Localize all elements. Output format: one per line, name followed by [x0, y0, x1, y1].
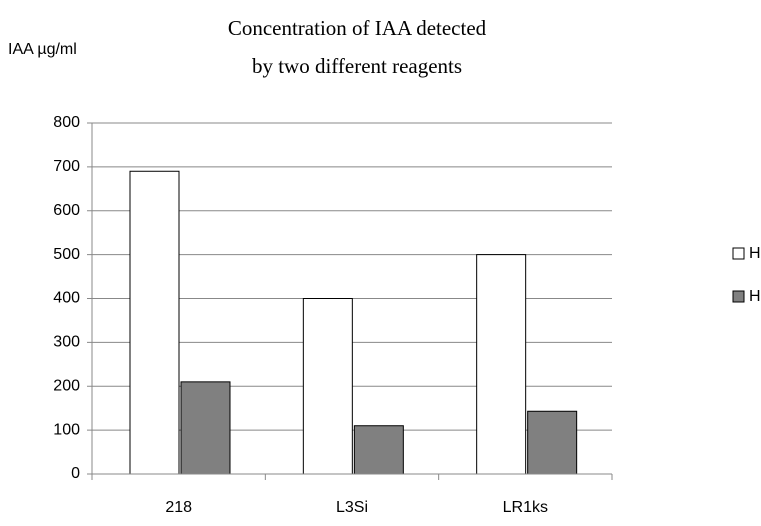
- legend-label: H2SO4: [749, 245, 761, 262]
- x-tick-label: 218: [165, 499, 192, 516]
- y-tick-label: 300: [53, 334, 80, 351]
- chart-subtitle: by two different reagents: [252, 54, 462, 78]
- legend-swatch: [732, 290, 745, 303]
- y-tick-label: 100: [53, 421, 80, 438]
- bar: [180, 381, 231, 475]
- chart-title: Concentration of IAA detected: [228, 16, 487, 40]
- bar: [353, 425, 404, 475]
- y-axis-label: IAA µg/ml: [8, 41, 77, 58]
- y-tick-label: 800: [53, 114, 80, 131]
- y-tick-label: 600: [53, 202, 80, 219]
- legend-swatch: [732, 247, 745, 260]
- legend-label: HClO4: [749, 288, 761, 305]
- bar: [476, 254, 527, 475]
- x-tick-label: LR1ks: [503, 499, 548, 516]
- y-tick-label: 200: [53, 377, 80, 394]
- y-tick-label: 400: [53, 290, 80, 307]
- y-tick-label: 0: [71, 465, 80, 482]
- y-tick-label: 500: [53, 246, 80, 263]
- y-tick-label: 700: [53, 158, 80, 175]
- x-tick-label: L3Si: [336, 499, 368, 516]
- bar: [129, 170, 180, 475]
- bar: [527, 410, 578, 475]
- bar: [302, 298, 353, 475]
